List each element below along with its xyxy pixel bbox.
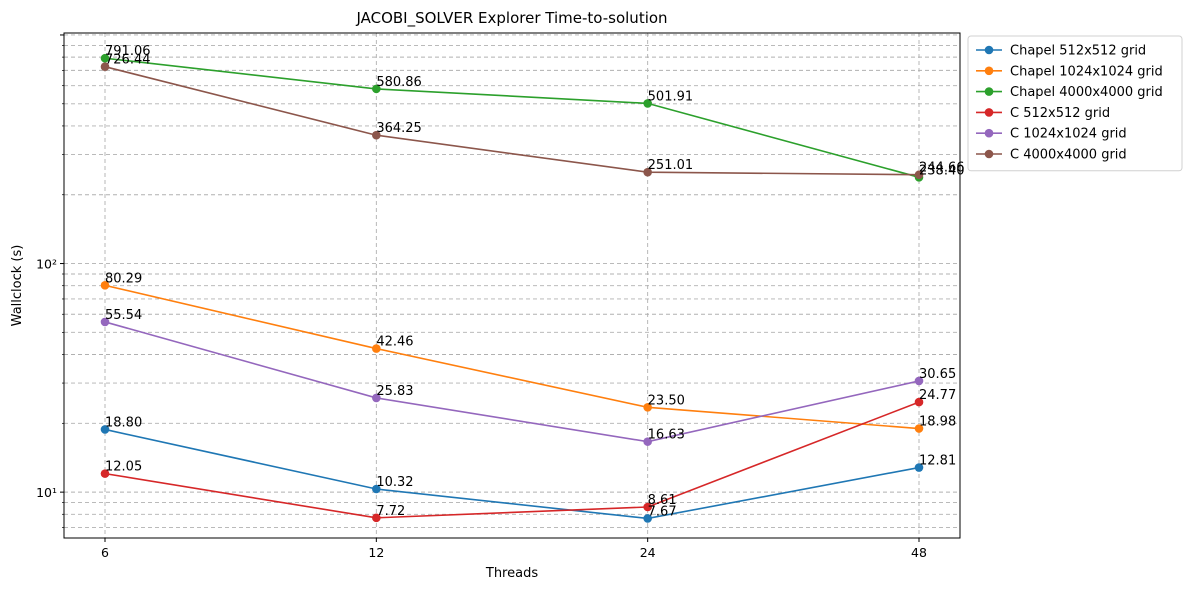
data-label-chapel-1024x1024-grid: 42.46: [376, 335, 413, 350]
legend-label-c-4000x4000-grid: C 4000x4000 grid: [1010, 148, 1127, 163]
data-label-c-4000x4000-grid: 726.44: [105, 53, 151, 68]
data-label-chapel-1024x1024-grid: 18.98: [919, 415, 956, 430]
data-label-chapel-1024x1024-grid: 80.29: [105, 271, 142, 286]
data-point-c-512x512-grid: [914, 397, 924, 407]
data-label-c-512x512-grid: 24.77: [919, 388, 956, 403]
data-point-c-512x512-grid: [643, 502, 652, 512]
data-label-chapel-512x512-grid: 7.67: [648, 504, 677, 519]
series-line-chapel-4000x4000-grid: [104, 57, 920, 179]
x-tick-label: 48: [911, 545, 927, 560]
x-tick-label: 24: [640, 545, 656, 560]
legend-label-c-1024x1024-grid: C 1024x1024 grid: [1010, 127, 1127, 142]
data-label-layer: 18.80 10.32 7.67 12.81 80.29 42.46 23.50 18.98 7…: [105, 44, 965, 519]
x-tick-label: 6: [101, 545, 109, 560]
data-label-chapel-512x512-grid: 18.80: [105, 415, 142, 430]
x-tick-label: 12: [368, 545, 384, 560]
data-label-chapel-1024x1024-grid: 23.50: [648, 393, 685, 408]
data-label-c-4000x4000-grid: 244.66: [919, 161, 965, 176]
data-point-c-4000x4000-grid: [643, 167, 652, 177]
grid-layer: [64, 33, 960, 538]
data-label-chapel-512x512-grid: 10.32: [376, 475, 413, 490]
legend-marker-chapel-4000x4000-grid: [984, 87, 994, 96]
legend-label-chapel-1024x1024-grid: Chapel 1024x1024 grid: [1010, 64, 1163, 79]
series-line-chapel-512x512-grid: [104, 428, 920, 520]
data-point-c-1024x1024-grid: [372, 393, 381, 403]
data-point-chapel-512x512-grid: [643, 514, 652, 523]
data-point-c-4000x4000-grid: [914, 170, 924, 180]
legend-box: [967, 35, 1183, 172]
data-label-chapel-4000x4000-grid: 580.86: [376, 75, 422, 90]
series-line-c-512x512-grid: [104, 401, 920, 519]
legend-marker-chapel-1024x1024-grid: [984, 66, 994, 76]
data-label-c-512x512-grid: 7.72: [376, 504, 405, 519]
data-label-c-4000x4000-grid: 364.25: [376, 121, 422, 136]
y-axis-label: Wallclock (s): [10, 245, 25, 327]
data-point-chapel-4000x4000-grid: [100, 53, 110, 63]
data-label-c-1024x1024-grid: 16.63: [648, 428, 685, 443]
legend-marker-c-1024x1024-grid: [984, 128, 994, 138]
data-point-chapel-1024x1024-grid: [914, 424, 924, 433]
data-label-chapel-4000x4000-grid: 791.06: [105, 44, 151, 59]
data-point-c-1024x1024-grid: [643, 437, 652, 446]
data-point-c-1024x1024-grid: [100, 317, 110, 327]
series-layer: [100, 53, 924, 523]
data-point-chapel-1024x1024-grid: [372, 344, 381, 353]
data-point-c-4000x4000-grid: [100, 62, 110, 71]
legend: Chapel 512x512 grid Chapel 1024x1024 grid…: [967, 35, 1183, 172]
data-label-chapel-512x512-grid: 12.81: [919, 454, 956, 469]
tick-layer: 6 12 24 48 10¹ 10²: [36, 34, 927, 560]
data-point-chapel-4000x4000-grid: [372, 84, 381, 94]
data-point-chapel-1024x1024-grid: [643, 403, 652, 412]
legend-marker-chapel-512x512-grid: [984, 45, 994, 55]
data-point-chapel-512x512-grid: [100, 425, 110, 434]
data-label-c-512x512-grid: 8.61: [648, 493, 677, 508]
data-point-chapel-4000x4000-grid: [643, 99, 652, 108]
data-point-chapel-1024x1024-grid: [100, 281, 110, 290]
data-point-c-4000x4000-grid: [372, 130, 381, 140]
data-label-c-1024x1024-grid: 55.54: [105, 308, 142, 323]
data-label-chapel-4000x4000-grid: 501.91: [648, 89, 694, 104]
series-line-chapel-1024x1024-grid: [104, 284, 920, 430]
series-line-c-1024x1024-grid: [104, 321, 920, 443]
data-point-chapel-512x512-grid: [914, 463, 924, 472]
data-label-chapel-4000x4000-grid: 238.40: [919, 163, 965, 178]
chart-title: JACOBI_SOLVER Explorer Time-to-solution: [355, 9, 667, 28]
legend-marker-c-4000x4000-grid: [984, 149, 994, 159]
data-point-c-512x512-grid: [372, 513, 381, 523]
data-label-c-512x512-grid: 12.05: [105, 460, 142, 475]
data-label-c-1024x1024-grid: 30.65: [919, 367, 956, 382]
x-axis-label: Threads: [485, 566, 538, 581]
data-label-c-4000x4000-grid: 251.01: [648, 158, 694, 173]
legend-marker-c-512x512-grid: [984, 108, 994, 117]
y-tick-label: 10²: [36, 257, 57, 272]
legend-label-c-512x512-grid: C 512x512 grid: [1010, 106, 1110, 121]
y-tick-label: 10¹: [36, 485, 57, 500]
data-point-c-1024x1024-grid: [914, 376, 924, 386]
series-line-c-4000x4000-grid: [104, 65, 920, 176]
data-label-c-1024x1024-grid: 25.83: [376, 384, 413, 399]
data-point-chapel-512x512-grid: [372, 484, 381, 494]
data-point-c-512x512-grid: [100, 469, 110, 478]
legend-label-chapel-512x512-grid: Chapel 512x512 grid: [1010, 44, 1146, 59]
legend-label-chapel-4000x4000-grid: Chapel 4000x4000 grid: [1010, 85, 1163, 100]
